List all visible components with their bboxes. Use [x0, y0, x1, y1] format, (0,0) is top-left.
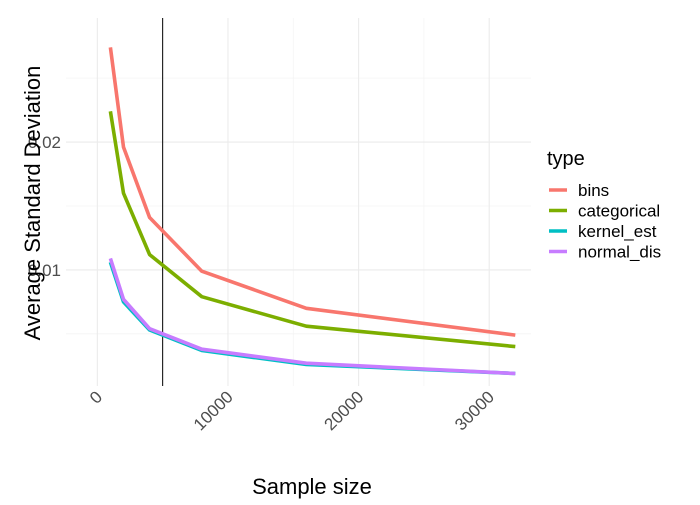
legend-label-categorical: categorical [578, 202, 660, 221]
y-tick-label: 0.02 [28, 133, 61, 152]
gridlines [66, 18, 531, 386]
x-tick-label: 20000 [321, 387, 368, 434]
legend-label-kernel_est: kernel_est [578, 222, 657, 241]
series-line-categorical [108, 111, 516, 349]
x-tick-label: 10000 [190, 387, 237, 434]
series-line-kernel_est [108, 261, 516, 376]
y-axis-title: Average Standard Deviation [20, 66, 45, 341]
legend-label-bins: bins [578, 181, 609, 200]
x-tick-label: 30000 [451, 387, 498, 434]
series-line-bins [108, 47, 516, 337]
y-tick-label: 0.01 [28, 261, 61, 280]
x-tick-label: 0 [86, 387, 106, 407]
x-axis-title: Sample size [252, 474, 372, 499]
series-lines [108, 47, 516, 376]
legend-title: type [547, 148, 585, 170]
y-tick-labels: 0.01 0.02 [28, 133, 61, 280]
x-tick-labels: 0 10000 20000 30000 [86, 387, 498, 434]
legend-label-normal_dis: normal_dis [578, 243, 661, 262]
series-line-normal_dis [108, 257, 516, 376]
